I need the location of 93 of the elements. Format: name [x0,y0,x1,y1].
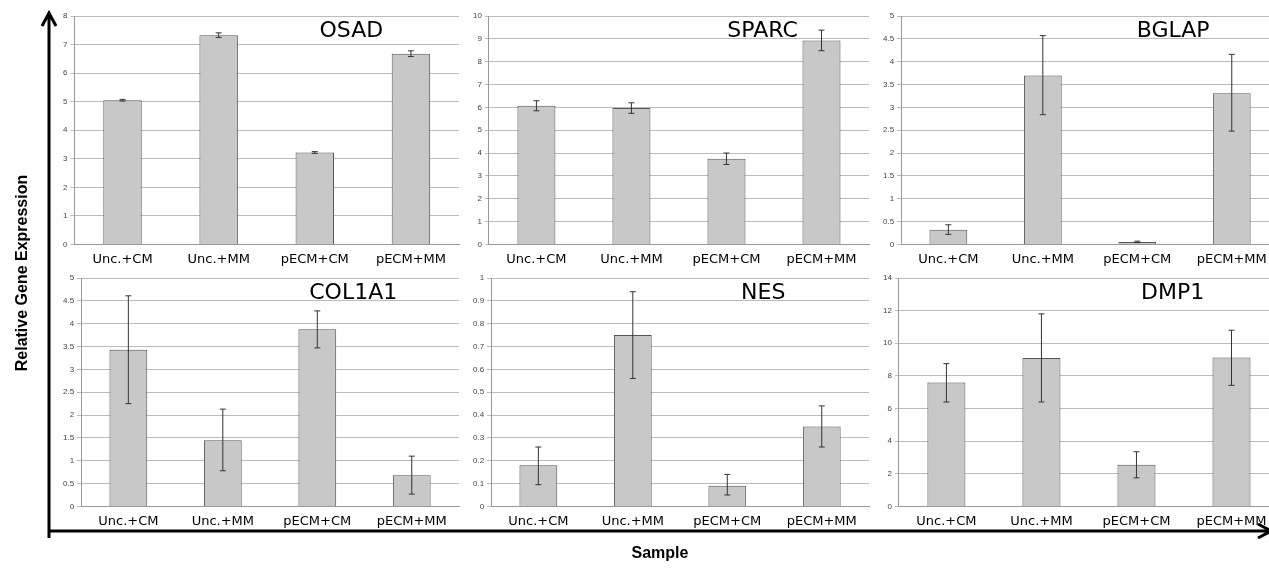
x-tick-label: pECM+MM [1196,250,1267,266]
y-tick-label: 7 [63,39,68,49]
y-tick-label: 8 [63,11,68,21]
y-tick-label: 6 [63,68,68,78]
y-tick-label: 0 [889,239,895,249]
y-tick-label: 1.5 [63,433,75,443]
y-tick-label: 0.2 [473,455,485,465]
y-tick-label: 3 [477,171,483,181]
y-tick-label: 7 [477,79,483,89]
y-tick-label: 0.3 [473,433,485,443]
chart-title: OSAD [319,16,384,42]
y-tick-label: 4.5 [63,296,75,306]
y-tick-label: 1 [477,216,483,226]
y-tick-label: 0 [479,501,485,511]
y-tick-label: 2 [887,468,893,478]
y-tick-label: 12 [882,305,893,315]
chart-title: NES [741,278,786,304]
chart-title: COL1A1 [309,278,398,304]
x-tick-label: pECM+MM [786,512,857,528]
y-tick-label: 0.8 [473,318,485,328]
chart-title: SPARC [727,16,798,42]
x-tick-label: Unc.+MM [1011,250,1075,266]
y-tick-label: 10 [472,11,483,21]
x-tick-label: Unc.+CM [508,512,569,528]
y-tick-label: 2 [63,182,68,192]
y-tick-label: 2 [889,148,895,158]
y-tick-label: 0 [477,239,483,249]
x-tick-label: Unc.+CM [98,512,159,528]
y-tick-label: 0.5 [63,478,75,488]
chart-title: DMP1 [1140,278,1205,304]
y-tick-label: 5 [889,11,895,21]
x-tick-label: pECM+MM [375,250,446,266]
y-tick-label: 0.6 [473,364,485,374]
x-tick-label: pECM+CM [1102,512,1171,528]
y-tick-label: 8 [887,371,893,381]
x-tick-label: Unc.+CM [92,250,153,266]
x-tick-label: pECM+MM [786,250,857,266]
y-tick-label: 0 [69,501,75,511]
y-tick-label: 1.5 [883,171,895,181]
y-tick-label: 3.5 [883,79,895,89]
x-tick-label: Unc.+MM [601,512,665,528]
x-axis-title: Sample [631,544,689,562]
x-tick-label: pECM+MM [1196,512,1267,528]
chart-title: BGLAP [1136,16,1210,42]
y-tick-label: 8 [477,56,483,66]
y-tick-label: 5 [69,273,75,283]
y-tick-label: 0.7 [473,341,485,351]
x-tick-label: Unc.+MM [1010,512,1073,528]
y-tick-label: 2.5 [883,125,895,135]
y-tick-label: 4 [69,318,75,328]
x-tick-label: Unc.+MM [600,250,663,266]
y-tick-label: 3.5 [63,341,75,351]
y-tick-label: 3 [63,153,68,163]
y-tick-label: 0.9 [473,296,485,306]
y-tick-label: 4.5 [883,34,895,44]
y-tick-label: 0 [63,239,68,249]
y-tick-label: 4 [63,125,68,135]
y-tick-label: 2.5 [63,387,75,397]
y-tick-label: 5 [477,125,483,135]
y-tick-label: 3 [889,102,895,112]
x-tick-label: Unc.+MM [191,512,255,528]
x-tick-label: pECM+CM [283,512,352,528]
x-tick-label: Unc.+CM [918,250,979,266]
y-tick-label: 9 [477,34,483,44]
y-tick-label: 1 [63,211,68,221]
y-tick-label: 0.4 [473,410,485,420]
y-axis-title: Relative Gene Expression [13,174,31,372]
y-tick-label: 1 [479,273,485,283]
y-tick-label: 0.5 [883,216,895,226]
y-tick-label: 1 [889,193,895,203]
y-tick-label: 3 [69,364,75,374]
y-tick-label: 10 [882,338,893,348]
x-tick-label: pECM+MM [376,512,447,528]
x-tick-label: Unc.+CM [506,250,567,266]
y-tick-label: 2 [69,410,75,420]
x-tick-label: pECM+CM [692,250,761,266]
y-tick-label: 4 [477,148,483,158]
x-tick-label: pECM+CM [280,250,349,266]
y-tick-label: 6 [477,102,483,112]
y-tick-label: 4 [887,436,893,446]
y-tick-label: 1 [69,455,75,465]
x-tick-label: Unc.+CM [916,512,977,528]
x-tick-label: Unc.+MM [187,250,250,266]
y-tick-label: 2 [477,193,483,203]
x-tick-label: pECM+CM [1103,250,1172,266]
y-tick-label: 5 [63,96,68,106]
x-tick-label: pECM+CM [693,512,762,528]
y-tick-label: 4 [889,56,895,66]
y-tick-label: 0.5 [473,387,485,397]
y-tick-label: 6 [887,403,893,413]
y-tick-label: 14 [882,273,893,283]
y-tick-label: 0 [887,501,893,511]
y-tick-label: 0.1 [473,478,485,488]
